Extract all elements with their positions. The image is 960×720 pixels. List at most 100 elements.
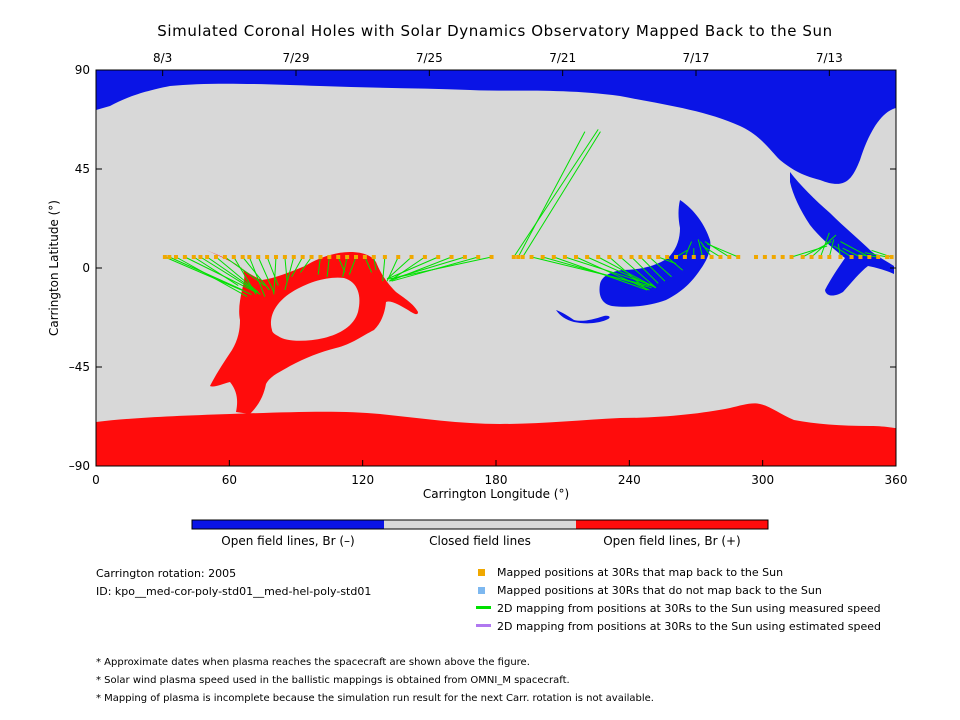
mapping-line-68 xyxy=(840,241,870,258)
mapped-position-9 xyxy=(231,255,236,259)
colorbar-open-negative xyxy=(192,520,384,529)
note-incomplete: * Mapping of plasma is incomplete becaus… xyxy=(96,693,654,704)
mapping-line-35 xyxy=(513,129,599,258)
mapping-line-47 xyxy=(631,256,659,284)
mapped-position-52 xyxy=(674,255,678,259)
mapping-line-14 xyxy=(273,256,277,295)
x-tick-label-1: 60 xyxy=(222,473,237,487)
mapped-position-51 xyxy=(665,255,670,259)
top-date-label-2: 7/25 xyxy=(416,51,443,65)
mapping-line-0 xyxy=(164,256,252,295)
mapped-position-23 xyxy=(354,255,358,259)
mapped-position-60 xyxy=(754,255,758,259)
north-polar-coronal-hole xyxy=(96,70,896,184)
mapped-position-21 xyxy=(336,255,341,259)
legend-symbol-mapped xyxy=(478,569,485,576)
mapping-line-23 xyxy=(348,256,357,275)
x-tick-label-3: 180 xyxy=(485,473,508,487)
run-id: ID: kpo__med-cor-poly-std01__med-hel-pol… xyxy=(96,585,372,598)
colorbar-closed xyxy=(384,520,576,529)
mapping-line-30 xyxy=(386,256,439,280)
mapped-position-44 xyxy=(596,255,601,259)
top-date-label-1: 7/29 xyxy=(283,51,310,65)
mapping-line-11 xyxy=(248,256,266,297)
mapping-line-37 xyxy=(522,131,601,258)
x-tick-label-0: 0 xyxy=(92,473,100,487)
mapping-line-32 xyxy=(391,256,466,280)
mapped-position-11 xyxy=(247,255,252,259)
mapped-position-35 xyxy=(511,255,516,259)
mapped-position-40 xyxy=(551,255,556,259)
mapping-line-29 xyxy=(389,256,426,282)
mapping-line-2 xyxy=(175,256,248,298)
y-tick-label-1: 45 xyxy=(75,162,90,176)
mapped-position-34 xyxy=(489,255,494,259)
mapping-line-44 xyxy=(597,256,652,287)
mapped-position-55 xyxy=(700,255,705,259)
mapped-position-22 xyxy=(345,255,350,259)
mapping-line-56 xyxy=(700,241,712,258)
legend-label-estimated: 2D mapping from positions at 30Rs to the… xyxy=(497,620,882,633)
mapping-line-4 xyxy=(193,256,239,287)
mapped-position-64 xyxy=(789,255,794,259)
mapped-position-70 xyxy=(849,255,854,259)
mapped-position-33 xyxy=(476,255,481,259)
top-date-label-0: 8/3 xyxy=(153,51,172,65)
legend-label-measured: 2D mapping from positions at 30Rs to the… xyxy=(497,602,881,615)
mapping-line-53 xyxy=(684,241,693,258)
colorbar-open-positive xyxy=(576,520,768,529)
mapped-position-13 xyxy=(265,255,270,259)
mapped-position-39 xyxy=(540,255,545,259)
legend-label-unmapped: Mapped positions at 30Rs that do not map… xyxy=(497,584,822,597)
mapped-position-5 xyxy=(198,255,203,259)
mapped-position-4 xyxy=(191,255,196,259)
mapping-line-51 xyxy=(666,256,683,271)
mapping-line-66 xyxy=(833,245,852,258)
mapped-position-41 xyxy=(562,255,567,259)
mapped-position-26 xyxy=(382,255,387,259)
x-tick-label-4: 240 xyxy=(618,473,641,487)
top-date-label-3: 7/21 xyxy=(549,51,576,65)
mapping-line-20 xyxy=(326,256,330,277)
y-axis-label: Carrington Latitude (°) xyxy=(47,200,61,336)
mapping-line-64 xyxy=(828,239,835,258)
mapping-line-65 xyxy=(837,243,841,258)
mapped-position-36 xyxy=(516,255,521,259)
mapped-position-8 xyxy=(222,255,227,259)
carrington-rotation: Carrington rotation: 2005 xyxy=(96,567,237,580)
mapping-line-62 xyxy=(811,234,837,258)
top-date-axis: 8/3 7/29 7/25 7/21 7/17 7/13 xyxy=(153,51,843,76)
mapping-line-17 xyxy=(291,256,304,278)
mapping-line-22 xyxy=(342,256,348,277)
legend-line-measured xyxy=(476,606,491,609)
mapped-position-47 xyxy=(629,255,634,259)
mapped-positions xyxy=(162,255,894,259)
y-tick-label-3: –45 xyxy=(69,360,90,374)
mapped-position-38 xyxy=(529,255,534,259)
closed-field-island xyxy=(270,277,360,341)
mapping-line-12 xyxy=(257,256,275,293)
mapped-position-31 xyxy=(449,255,454,259)
mapping-line-18 xyxy=(300,256,312,273)
mapped-position-50 xyxy=(656,255,661,259)
mapped-position-53 xyxy=(682,255,687,259)
mapped-position-14 xyxy=(274,255,278,259)
mapping-line-9 xyxy=(233,256,257,295)
mapped-position-62 xyxy=(771,255,776,259)
mapping-line-55 xyxy=(697,239,704,258)
mapping-line-63 xyxy=(819,232,830,258)
small-coronal-hole-patch xyxy=(556,310,610,324)
mapped-position-72 xyxy=(867,255,872,259)
mapped-position-25 xyxy=(371,255,376,259)
mapped-position-49 xyxy=(647,255,652,259)
mapping-line-6 xyxy=(206,256,252,289)
map-plot-area xyxy=(95,69,897,467)
mapped-position-48 xyxy=(638,255,643,259)
legend-line-estimated xyxy=(476,624,491,627)
mapped-position-20 xyxy=(327,255,332,259)
mapped-position-18 xyxy=(309,255,314,259)
mapping-line-16 xyxy=(284,256,295,291)
mapped-position-24 xyxy=(362,255,367,259)
chart-title: Simulated Coronal Holes with Solar Dynam… xyxy=(157,22,833,40)
mapping-line-19 xyxy=(317,256,321,275)
